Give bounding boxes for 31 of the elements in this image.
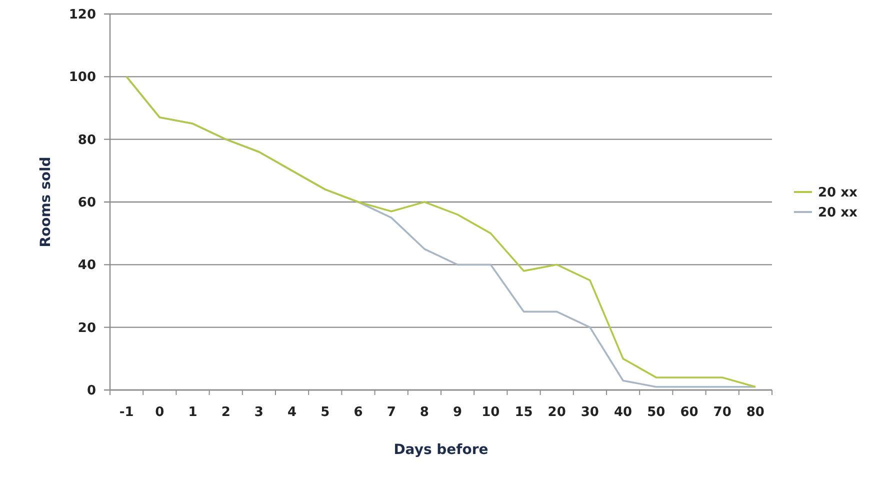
- x-tick-label: 60: [680, 405, 698, 420]
- x-tick-label: 40: [614, 405, 632, 420]
- y-tick-label: 20: [78, 320, 96, 336]
- x-tick-label: 2: [221, 405, 230, 420]
- x-tick-label: 20: [548, 405, 566, 420]
- x-tick-label: 4: [288, 405, 297, 420]
- x-tick-label: 1: [188, 405, 198, 420]
- y-tick-label: 0: [86, 384, 96, 399]
- x-tick-label: 9: [453, 405, 462, 420]
- y-axis-title: Rooms sold: [38, 156, 54, 248]
- y-tick-label: 100: [68, 70, 96, 86]
- y-tick-label: 40: [78, 258, 96, 274]
- legend-label: 20 xx: [818, 186, 858, 201]
- x-axis-title: Days before: [394, 442, 488, 458]
- x-tick-label: 80: [746, 405, 764, 420]
- x-tick-label: 3: [254, 405, 264, 420]
- x-tick-label: 10: [482, 405, 500, 420]
- x-tick-label: 30: [580, 405, 599, 420]
- x-tick-label: 8: [420, 405, 429, 420]
- x-tick-label: -1: [119, 405, 134, 420]
- legend-label: 20 xx: [818, 206, 858, 221]
- x-tick-label: 15: [514, 405, 533, 420]
- x-tick-label: 0: [155, 405, 164, 420]
- x-tick-label: 50: [647, 405, 666, 420]
- y-tick-label: 60: [78, 196, 96, 211]
- y-tick-label: 80: [78, 132, 96, 148]
- x-tick-label: 6: [354, 405, 363, 420]
- y-tick-label: 120: [68, 8, 96, 23]
- x-tick-label: 5: [320, 405, 330, 420]
- x-tick-label: 70: [713, 405, 732, 420]
- x-tick-label: 7: [386, 405, 396, 420]
